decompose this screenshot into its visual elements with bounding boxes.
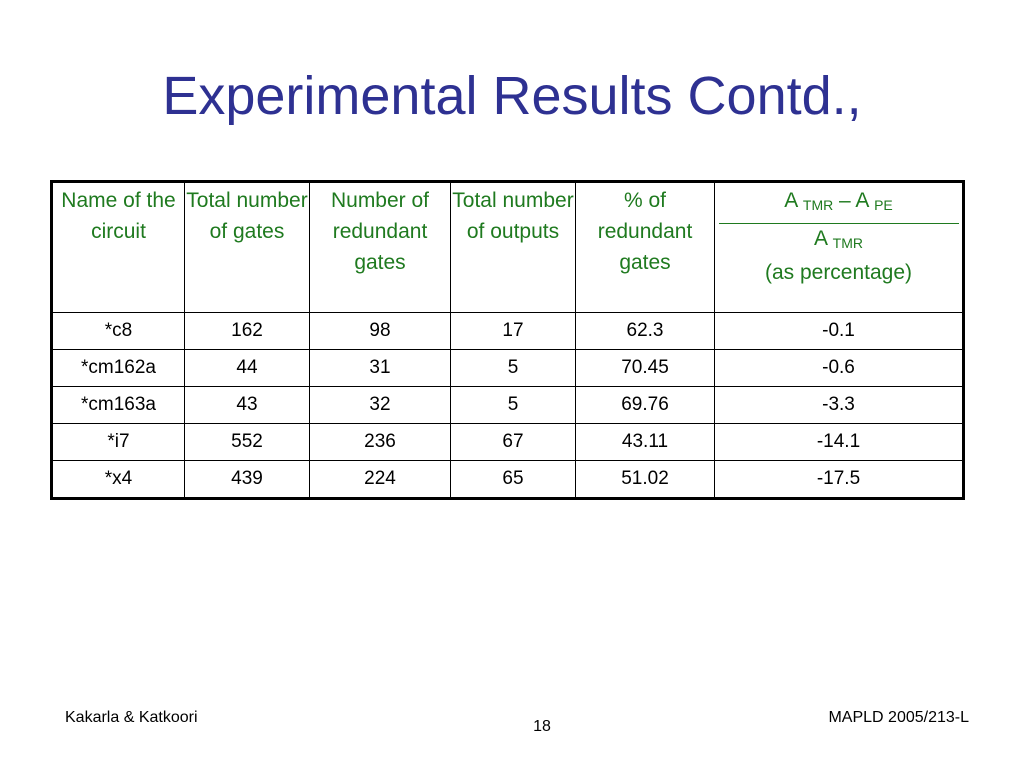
cell-percent-redundant: 69.76 <box>575 386 715 424</box>
header-row: Name of the circuit Total number of gate… <box>51 181 964 313</box>
cell-total-gates: 43 <box>184 386 310 424</box>
cell-area-ratio: -14.1 <box>714 423 964 461</box>
ratio-note: (as percentage) <box>764 261 913 284</box>
header-redundant-gates: Number of redundant gates <box>309 181 451 313</box>
cell-total-gates: 44 <box>184 349 310 387</box>
cell-total-outputs: 65 <box>450 460 576 499</box>
cell-total-outputs: 5 <box>450 349 576 387</box>
cell-total-gates: 439 <box>184 460 310 499</box>
slide-title: Experimental Results Contd., <box>162 66 862 126</box>
table-row: *i7 552 236 67 43.11 -14.1 <box>51 423 964 461</box>
cell-percent-redundant: 43.11 <box>575 423 715 461</box>
footer-authors: Kakarla & Katkoori <box>65 709 198 726</box>
cell-redundant-gates: 32 <box>309 386 451 424</box>
ratio-den-sub-tmr: TMR <box>832 235 863 251</box>
cell-area-ratio: -3.3 <box>714 386 964 424</box>
ratio-num-a1: A <box>784 189 803 212</box>
table-row: *cm163a 43 32 5 69.76 -3.3 <box>51 386 964 424</box>
header-area-ratio: A TMR – A PE A TMR (as percentage) <box>714 181 964 313</box>
cell-redundant-gates: 98 <box>309 312 451 350</box>
cell-percent-redundant: 70.45 <box>575 349 715 387</box>
header-total-outputs: Total number of outputs <box>450 181 576 313</box>
cell-circuit-name: *x4 <box>51 460 185 499</box>
cell-total-outputs: 67 <box>450 423 576 461</box>
table-header: Name of the circuit Total number of gate… <box>51 181 964 313</box>
cell-area-ratio: -0.1 <box>714 312 964 350</box>
cell-circuit-name: *cm163a <box>51 386 185 424</box>
cell-redundant-gates: 236 <box>309 423 451 461</box>
header-total-gates: Total number of gates <box>184 181 310 313</box>
cell-total-gates: 552 <box>184 423 310 461</box>
ratio-num-sub-pe: PE <box>874 197 893 213</box>
cell-total-outputs: 17 <box>450 312 576 350</box>
cell-redundant-gates: 224 <box>309 460 451 499</box>
ratio-num-mid: – A <box>833 189 875 212</box>
table-row: *x4 439 224 65 51.02 -17.5 <box>51 460 964 499</box>
footer-page-number: 18 <box>533 718 551 735</box>
table-row: *c8 162 98 17 62.3 -0.1 <box>51 312 964 350</box>
cell-total-outputs: 5 <box>450 386 576 424</box>
footer-conference-id: MAPLD 2005/213-L <box>828 709 969 726</box>
ratio-num-sub-tmr: TMR <box>802 197 834 213</box>
cell-percent-redundant: 51.02 <box>575 460 715 499</box>
table-body: *c8 162 98 17 62.3 -0.1 *cm162a 44 31 5 … <box>51 312 964 499</box>
cell-percent-redundant: 62.3 <box>575 312 715 350</box>
cell-total-gates: 162 <box>184 312 310 350</box>
header-name-of-circuit: Name of the circuit <box>51 181 185 313</box>
results-table: Name of the circuit Total number of gate… <box>50 180 965 500</box>
table-row: *cm162a 44 31 5 70.45 -0.6 <box>51 349 964 387</box>
ratio-den-a: A <box>813 227 833 250</box>
cell-area-ratio: -0.6 <box>714 349 964 387</box>
cell-circuit-name: *cm162a <box>51 349 185 387</box>
header-percent-redundant: % of redundant gates <box>575 181 715 313</box>
cell-area-ratio: -17.5 <box>714 460 964 499</box>
cell-redundant-gates: 31 <box>309 349 451 387</box>
ratio-denominator: A TMR <box>715 224 962 258</box>
cell-circuit-name: *i7 <box>51 423 185 461</box>
cell-circuit-name: *c8 <box>51 312 185 350</box>
ratio-numerator: A TMR – A PE <box>718 185 959 224</box>
